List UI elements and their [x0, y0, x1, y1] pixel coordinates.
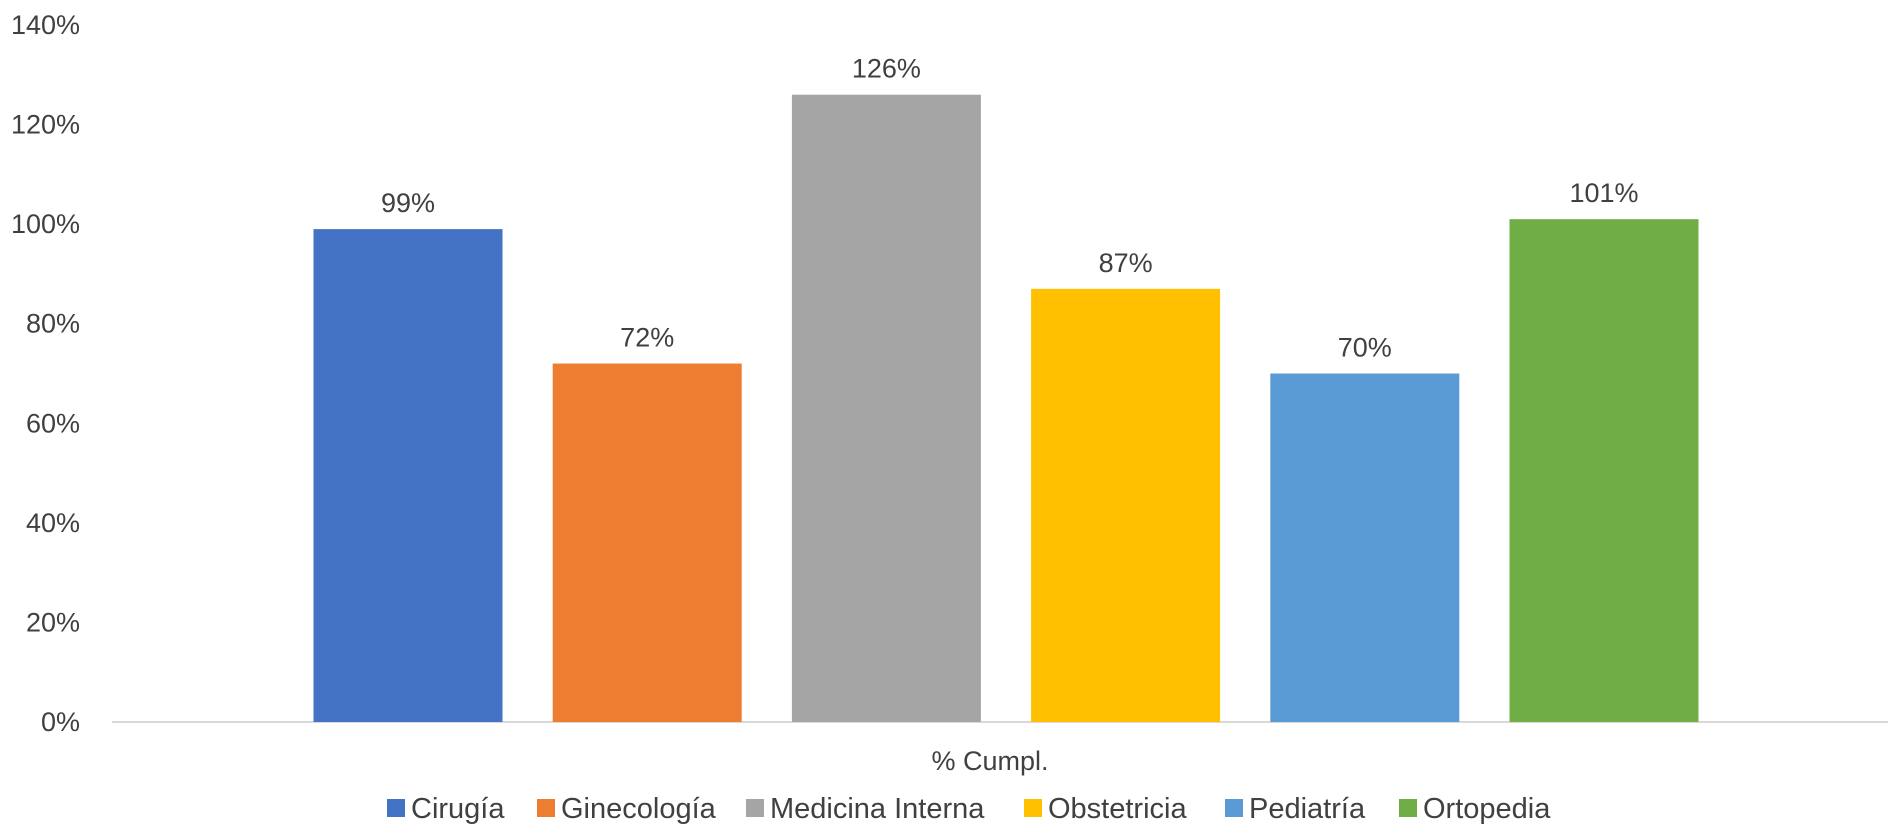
legend-label: Cirugía: [411, 793, 505, 825]
y-tick-label: 40%: [26, 508, 80, 538]
y-tick-label: 100%: [11, 209, 80, 239]
legend-item: Medicina Interna: [746, 793, 985, 825]
y-tick-label: 140%: [11, 10, 80, 40]
data-label: 70%: [1338, 333, 1392, 363]
data-label: 99%: [381, 188, 435, 218]
y-axis: 0% 20% 40% 60% 80% 100% 120% 140%: [11, 10, 80, 737]
legend-item: Cirugía: [387, 793, 505, 825]
legend-label: Medicina Interna: [770, 793, 985, 825]
y-tick-label: 120%: [11, 110, 80, 140]
data-labels: 99% 72% 126% 87% 70% 101%: [381, 54, 1639, 363]
data-label: 72%: [620, 323, 674, 353]
bar: [552, 363, 742, 722]
x-category-label: % Cumpl.: [931, 746, 1048, 776]
data-label: 101%: [1569, 178, 1638, 208]
data-label: 126%: [852, 54, 921, 84]
legend-item: Obstetricia: [1024, 793, 1187, 825]
legend-label: Ortopedia: [1423, 793, 1551, 825]
bar: [791, 94, 981, 722]
legend-item: Pediatría: [1225, 793, 1366, 825]
legend-swatch: [387, 799, 405, 817]
legend-label: Obstetricia: [1048, 793, 1187, 825]
legend-swatch: [1399, 799, 1417, 817]
bar: [313, 229, 503, 722]
legend-label: Pediatría: [1249, 793, 1366, 825]
x-axis: % Cumpl.: [931, 746, 1048, 776]
legend-swatch: [1024, 799, 1042, 817]
legend: Cirugía Ginecología Medicina Interna Obstet…: [387, 793, 1551, 825]
y-tick-label: 0%: [41, 707, 80, 737]
y-tick-label: 20%: [26, 607, 80, 637]
bars: [313, 94, 1699, 722]
data-label: 87%: [1099, 248, 1153, 278]
y-tick-label: 80%: [26, 309, 80, 339]
legend-item: Ginecología: [537, 793, 717, 825]
legend-label: Ginecología: [561, 793, 717, 825]
bar: [1031, 288, 1221, 722]
legend-item: Ortopedia: [1399, 793, 1551, 825]
y-tick-label: 60%: [26, 408, 80, 438]
legend-swatch: [1225, 799, 1243, 817]
legend-swatch: [537, 799, 555, 817]
bar: [1270, 373, 1460, 722]
bar: [1509, 219, 1699, 722]
legend-swatch: [746, 799, 764, 817]
